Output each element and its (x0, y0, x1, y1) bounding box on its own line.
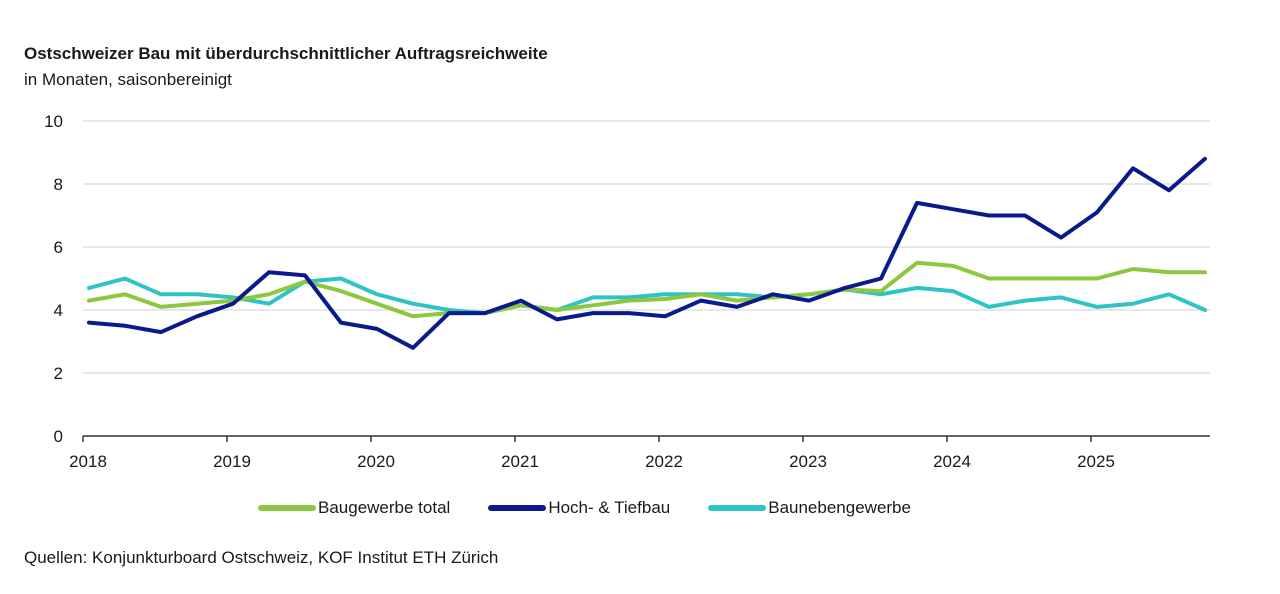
x-tick-label: 2020 (357, 452, 395, 471)
x-tick-label: 2022 (645, 452, 683, 471)
gridlines (83, 120, 1210, 374)
x-tick-label: 2025 (1077, 452, 1115, 471)
legend: Baugewerbe total Hoch- & Tiefbau Baunebe… (258, 498, 911, 518)
x-tick-label: 2019 (213, 452, 251, 471)
legend-swatch (258, 505, 316, 511)
y-tick-label: 0 (54, 427, 63, 446)
legend-label: Baunebengewerbe (768, 498, 911, 517)
legend-swatch (488, 505, 547, 511)
legend-item-baugewerbe-total: Baugewerbe total (258, 498, 450, 518)
series-line-baunebengewerbe (87, 276, 1207, 316)
series-line-baugewerbe-total (87, 260, 1207, 319)
y-tick-label: 2 (54, 364, 63, 383)
x-tick-label: 2021 (501, 452, 539, 471)
x-tick-label: 2024 (933, 452, 971, 471)
legend-swatch (708, 505, 767, 511)
y-axis-ticks: 0 2 4 6 8 10 (44, 112, 63, 446)
y-tick-label: 4 (54, 301, 63, 320)
chart-subtitle: in Monaten, saisonbereinigt (24, 70, 232, 89)
x-tick-label: 2018 (69, 452, 107, 471)
x-axis: 2018 2019 2020 2021 2022 2023 2024 2025 (69, 435, 1210, 471)
y-tick-label: 6 (54, 238, 63, 257)
legend-item-baunebengewerbe: Baunebengewerbe (708, 498, 911, 518)
legend-item-hoch-tiefbau: Hoch- & Tiefbau (488, 498, 670, 518)
x-tick-label: 2023 (789, 452, 827, 471)
y-tick-label: 8 (54, 175, 63, 194)
chart-title: Ostschweizer Bau mit überdurchschnittlic… (24, 44, 548, 63)
y-tick-label: 10 (44, 112, 63, 131)
series-lines (87, 156, 1207, 350)
source-note: Quellen: Konjunkturboard Ostschweiz, KOF… (24, 548, 499, 567)
legend-label: Baugewerbe total (318, 498, 451, 517)
series-line-hoch-tiefbau (87, 156, 1207, 350)
legend-label: Hoch- & Tiefbau (548, 498, 671, 517)
